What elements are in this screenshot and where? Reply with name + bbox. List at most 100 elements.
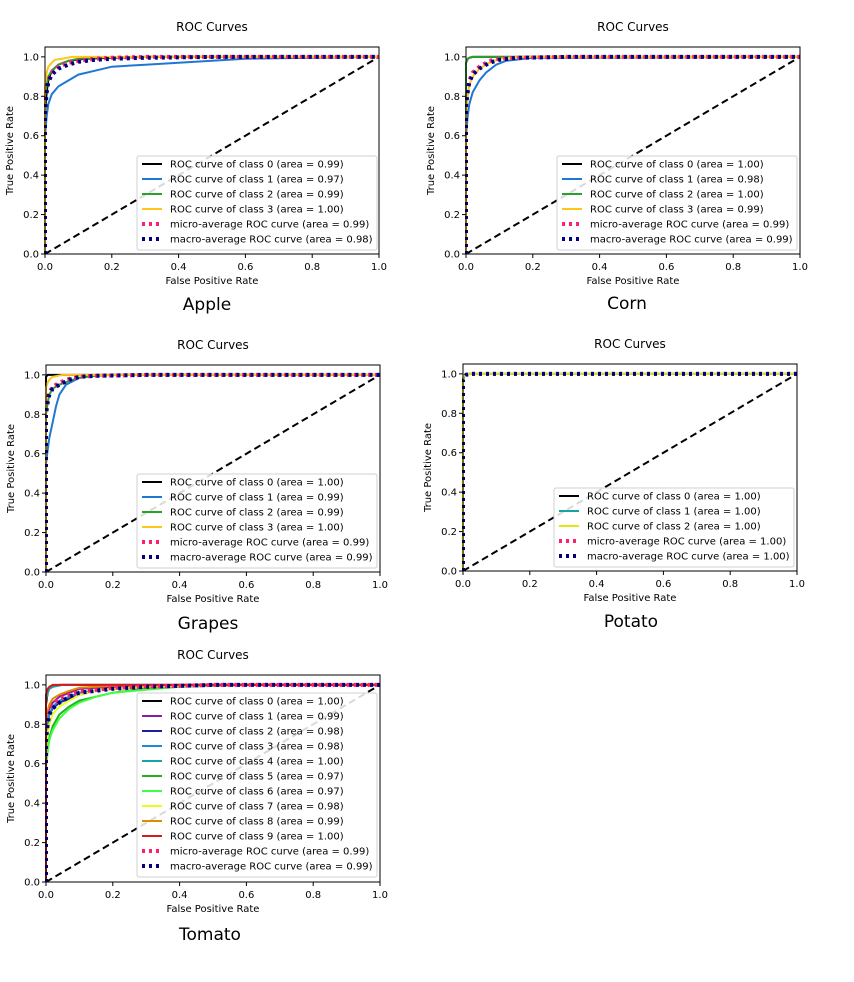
- chart-title: ROC Curves: [176, 20, 248, 34]
- y-tick-label: 0.4: [24, 489, 40, 500]
- y-tick-label: 0.4: [441, 488, 457, 499]
- legend-entry: ROC curve of class 0 (area = 0.99): [170, 160, 344, 171]
- series-line-11: [45, 682, 380, 882]
- y-tick-label: 0.0: [444, 250, 460, 261]
- y-tick-label: 0.6: [24, 759, 40, 770]
- y-axis-label: True Positive Rate: [423, 423, 434, 513]
- chance-diagonal-line: [45, 373, 381, 572]
- legend-entry: ROC curve of class 0 (area = 1.00): [170, 478, 344, 489]
- panel-caption: Corn: [607, 294, 647, 314]
- curves: [45, 682, 381, 882]
- legend-entry: ROC curve of class 0 (area = 1.00): [587, 492, 761, 503]
- y-tick-label: 0.8: [444, 92, 460, 103]
- legend-entry: micro-average ROC curve (area = 0.99): [170, 220, 369, 231]
- y-axis-label: True Positive Rate: [6, 424, 17, 514]
- y-tick-label: 0.6: [441, 448, 457, 459]
- x-tick-label: 0.4: [592, 262, 608, 273]
- y-tick-label: 0.8: [24, 720, 40, 731]
- x-tick-label: 0.2: [105, 890, 121, 901]
- y-tick-label: 1.0: [23, 52, 39, 63]
- x-tick-label: 0.4: [172, 890, 188, 901]
- x-tick-label: 0.8: [722, 579, 738, 590]
- x-axis-label: False Positive Rate: [587, 276, 680, 287]
- legend-entry: micro-average ROC curve (area = 0.99): [170, 847, 369, 858]
- x-tick-label: 0.6: [238, 580, 254, 591]
- x-tick-label: 1.0: [371, 262, 387, 273]
- plot-frame: [45, 364, 381, 573]
- plot-frame: [465, 46, 801, 255]
- legend-entry: ROC curve of class 9 (area = 1.00): [170, 832, 344, 843]
- panel-caption: Grapes: [178, 614, 239, 634]
- plot-frame: [44, 46, 380, 255]
- chance-diagonal-line: [462, 372, 798, 571]
- series-line-5: [465, 54, 800, 254]
- legend: ROC curve of class 0 (area = 0.99) ROC cu…: [136, 155, 378, 251]
- series-line-1: [44, 55, 380, 254]
- curves: [44, 54, 380, 254]
- chart-panel-potato: ROC Curves 0.0 0.2 0.4 0.6 0.8 1.0 0.0 0.2 0.4 0.6…: [423, 337, 805, 632]
- legend-entry: ROC curve of class 1 (area = 0.99): [170, 712, 344, 723]
- chart-panel-grapes: ROC Curves 0.0 0.2 0.4 0.6 0.8 1.0 0.0 0.2 0.4 0.6…: [6, 338, 388, 634]
- y-tick-label: 1.0: [444, 52, 460, 63]
- legend-entry: ROC curve of class 3 (area = 1.00): [170, 205, 344, 216]
- y-tick-label: 0.4: [24, 799, 40, 810]
- legend-entry: micro-average ROC curve (area = 0.99): [170, 538, 369, 549]
- legend-entry: macro-average ROC curve (area = 1.00): [587, 552, 790, 563]
- x-tick-label: 0.6: [655, 579, 671, 590]
- y-axis-label: True Positive Rate: [6, 734, 17, 824]
- legend-entry: ROC curve of class 2 (area = 0.99): [170, 508, 344, 519]
- x-tick-label: 0.2: [522, 579, 538, 590]
- x-tick-label: 0.8: [305, 890, 321, 901]
- legend-entry: ROC curve of class 1 (area = 0.99): [170, 493, 344, 504]
- legend-entry: ROC curve of class 2 (area = 0.99): [170, 190, 344, 201]
- legend-entry: ROC curve of class 3 (area = 1.00): [170, 523, 344, 534]
- legend-entry: ROC curve of class 8 (area = 0.99): [170, 817, 344, 828]
- y-tick-label: 0.0: [24, 568, 40, 579]
- x-tick-label: 0.0: [38, 580, 54, 591]
- y-tick-label: 0.2: [23, 210, 39, 221]
- x-tick-label: 0.8: [304, 262, 320, 273]
- plot-frame: [462, 363, 798, 572]
- legend-entry: micro-average ROC curve (area = 1.00): [587, 537, 786, 548]
- legend-entry: ROC curve of class 1 (area = 0.97): [170, 175, 344, 186]
- chance-diagonal-line: [44, 55, 380, 254]
- x-tick-label: 0.4: [172, 580, 188, 591]
- x-axis-label: False Positive Rate: [167, 594, 260, 605]
- y-tick-label: 0.8: [441, 409, 457, 420]
- legend-entry: ROC curve of class 6 (area = 0.97): [170, 787, 344, 798]
- y-tick-label: 0.6: [24, 449, 40, 460]
- x-tick-label: 1.0: [792, 262, 808, 273]
- y-tick-label: 0.2: [444, 210, 460, 221]
- legend-entry: macro-average ROC curve (area = 0.99): [170, 862, 373, 873]
- x-tick-label: 0.4: [589, 579, 605, 590]
- x-tick-label: 1.0: [372, 890, 388, 901]
- y-tick-label: 0.0: [23, 250, 39, 261]
- y-tick-label: 0.2: [441, 527, 457, 538]
- legend: ROC curve of class 0 (area = 1.00) ROC cu…: [136, 473, 378, 569]
- series-line-5: [44, 54, 379, 254]
- x-tick-label: 0.8: [725, 262, 741, 273]
- x-tick-label: 0.0: [38, 890, 54, 901]
- legend: ROC curve of class 0 (area = 1.00) ROC cu…: [136, 692, 378, 878]
- x-tick-label: 0.8: [305, 580, 321, 591]
- legend-entry: ROC curve of class 5 (area = 0.97): [170, 772, 344, 783]
- y-tick-label: 0.2: [24, 528, 40, 539]
- legend-entry: ROC curve of class 1 (area = 1.00): [587, 507, 761, 518]
- legend-box: [136, 155, 378, 251]
- y-tick-label: 0.4: [444, 171, 460, 182]
- x-tick-label: 0.4: [171, 262, 187, 273]
- legend-entry: ROC curve of class 2 (area = 0.98): [170, 727, 344, 738]
- panel-caption: Apple: [183, 295, 231, 315]
- legend: ROC curve of class 0 (area = 1.00) ROC cu…: [553, 487, 795, 568]
- x-tick-label: 1.0: [789, 579, 805, 590]
- x-tick-label: 0.2: [104, 262, 120, 273]
- legend-box: [136, 473, 378, 569]
- panel-caption: Tomato: [178, 925, 241, 945]
- legend-entry: ROC curve of class 2 (area = 1.00): [587, 522, 761, 533]
- chart-panel-corn: ROC Curves 0.0 0.2 0.4 0.6 0.8 1.0 0.0 0.2 0.4 0.6…: [426, 20, 808, 314]
- chart-title: ROC Curves: [177, 648, 249, 662]
- legend-box: [553, 487, 795, 568]
- y-tick-label: 1.0: [441, 369, 457, 380]
- legend-entry: ROC curve of class 0 (area = 1.00): [590, 160, 764, 171]
